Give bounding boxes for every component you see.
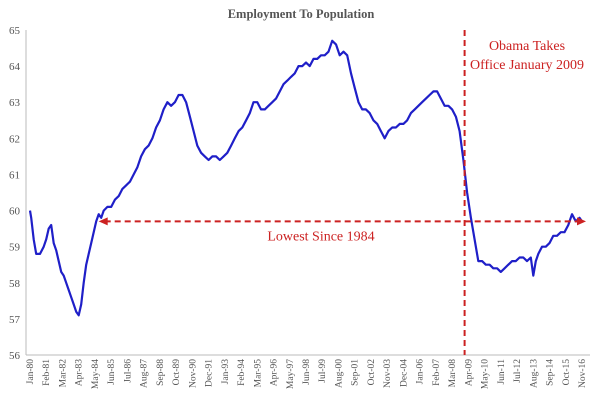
- y-tick-label: 57: [9, 314, 21, 326]
- y-tick-label: 64: [9, 61, 21, 73]
- x-tick-label: Aug-00: [334, 359, 344, 388]
- lowest-label: Lowest Since 1984: [267, 229, 374, 244]
- x-tick-label: Oct-15: [562, 359, 572, 386]
- x-tick-label: Dec-04: [399, 359, 409, 387]
- x-tick-label: Mar-95: [253, 359, 263, 388]
- x-tick-label: Apr-96: [270, 359, 280, 386]
- y-tick-label: 61: [9, 169, 20, 181]
- y-tick-label: 58: [9, 278, 21, 290]
- y-tick-label: 59: [9, 242, 21, 254]
- x-tick-label: Jul-99: [318, 359, 328, 383]
- x-tick-label: Mar-82: [58, 359, 68, 388]
- obama-label-line-2: Office January 2009: [470, 58, 584, 73]
- x-tick-label: Nov-16: [578, 359, 588, 388]
- x-tick-label: Apr-83: [75, 359, 85, 386]
- obama-label-line-1: Obama Takes: [489, 39, 565, 54]
- x-tick-label: Sep-14: [546, 359, 556, 386]
- x-tick-label: May-97: [286, 359, 296, 389]
- x-tick-label: Nov-03: [383, 359, 393, 388]
- x-tick-label: Sep-01: [351, 359, 361, 386]
- x-tick-label: Jun-98: [302, 359, 312, 385]
- y-tick-label: 63: [9, 97, 21, 109]
- y-tick-label: 65: [9, 25, 21, 37]
- x-tick-label: Aug-87: [140, 359, 150, 388]
- series-line: [28, 39, 583, 317]
- x-tick-label: Dec-91: [205, 359, 215, 387]
- x-tick-label: Mar-08: [448, 359, 458, 388]
- x-tick-label: Jun-11: [497, 359, 507, 385]
- x-tick-label: Feb-07: [432, 359, 442, 386]
- y-tick-label: 62: [9, 133, 20, 145]
- x-tick-label: Jul-12: [513, 359, 523, 383]
- x-tick-label: May-84: [91, 359, 101, 389]
- x-tick-label: Sep-88: [156, 359, 166, 386]
- x-tick-label: Jun-85: [107, 359, 117, 385]
- x-tick-label: Oct-89: [172, 359, 182, 386]
- x-tick-label: Jan-06: [416, 359, 426, 385]
- x-tick-label: Feb-94: [237, 359, 247, 386]
- x-tick-label: Feb-81: [42, 359, 52, 386]
- chart-title: Employment To Population: [228, 7, 375, 21]
- x-tick-label: Jan-80: [26, 359, 36, 385]
- x-tick-label: Jan-93: [221, 359, 231, 385]
- y-tick-label: 60: [9, 206, 21, 218]
- x-tick-label: Aug-13: [529, 359, 539, 388]
- x-tick-label: May-10: [481, 359, 491, 389]
- y-ticks: 56 57 58 59 60 61 62 63 64 65: [9, 25, 21, 362]
- lowest-arrowhead-left: [98, 217, 108, 226]
- x-tick-label: Oct-02: [367, 359, 377, 386]
- lowest-arrowhead-right: [577, 217, 586, 226]
- x-tick-label: Apr-09: [464, 359, 474, 386]
- y-tick-label: 56: [9, 350, 21, 362]
- x-tick-label: Nov-90: [188, 359, 198, 388]
- x-ticks: Jan-80 Feb-81 Mar-82 Apr-83 May-84 Jun-85 Jul-…: [26, 359, 588, 389]
- x-tick-label: Jul-86: [123, 359, 133, 383]
